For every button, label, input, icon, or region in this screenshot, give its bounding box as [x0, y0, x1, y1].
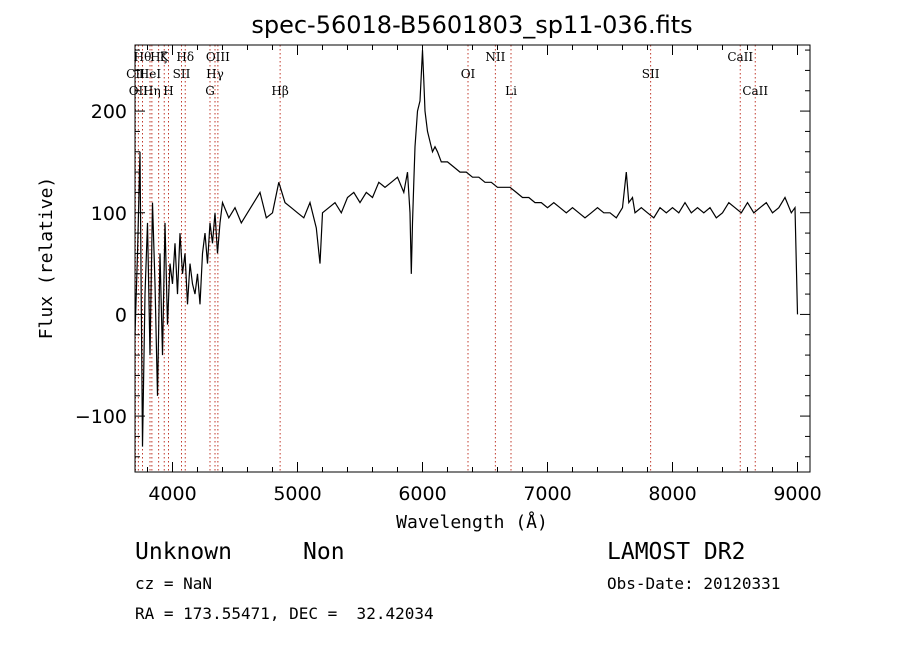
- x-tick-label: 5000: [273, 483, 321, 505]
- axis-ticks: [135, 45, 810, 472]
- redshift-cz: cz = NaN: [135, 574, 213, 593]
- spectral-line-label: HeI: [139, 67, 162, 81]
- spectral-line-label: OI: [461, 67, 476, 81]
- spectral-line-label: NII: [485, 50, 505, 64]
- object-class: Unknown: [135, 539, 232, 565]
- spectral-line-label: CaII: [727, 50, 753, 64]
- spectral-line-label: Hγ: [206, 67, 224, 81]
- x-tick-label: 4000: [148, 483, 196, 505]
- x-axis-label: Wavelength (Å): [396, 511, 548, 533]
- spectral-line-label: CaII: [742, 84, 768, 98]
- axis-tick-labels: 4000 5000 6000 7000 8000 9000 −100 0 100 200: [75, 101, 822, 505]
- plot-frame: [134, 44, 811, 473]
- x-tick-label: 7000: [523, 483, 571, 505]
- spectrum-series-line: [134, 50, 799, 447]
- spectral-line-label: H: [163, 84, 173, 98]
- spectral-line-label: Hθ: [134, 50, 152, 64]
- x-tick-label: 8000: [648, 483, 696, 505]
- chart-title: spec-56018-B5601803_sp11-036.fits: [251, 11, 692, 39]
- survey-name: LAMOST DR2: [607, 539, 746, 565]
- y-tick-label: −100: [75, 406, 127, 428]
- spectral-line-label: Hδ: [176, 50, 194, 64]
- observation-date: Obs-Date: 20120331: [607, 574, 781, 593]
- object-subclass: Non: [303, 539, 345, 565]
- spectral-line-label: SII: [642, 67, 660, 81]
- spectral-line-label: G: [205, 84, 215, 98]
- y-tick-label: 100: [91, 203, 127, 225]
- spectral-line-label: Li: [505, 84, 517, 98]
- y-axis-label: Flux (relative): [36, 177, 57, 340]
- x-tick-label: 6000: [398, 483, 446, 505]
- spectral-line-labels: CIIOIIHθHeIHηHζKHSIIHδGHγOIIIHβOINIILiSI…: [126, 50, 768, 98]
- spectral-line-label: K: [160, 50, 170, 64]
- spectral-line-label: SII: [173, 67, 191, 81]
- spectral-line-label: Hζ: [150, 50, 167, 64]
- spectral-line-label: CII: [126, 67, 145, 81]
- spectral-line-label: Hη: [143, 84, 161, 98]
- spectral-line-label: Hβ: [271, 84, 288, 98]
- y-tick-label: 0: [115, 304, 127, 326]
- coordinates: RA = 173.55471, DEC = 32.42034: [135, 604, 434, 623]
- y-tick-label: 200: [91, 101, 127, 123]
- spectral-line-markers: [135, 45, 756, 472]
- spectral-line-label: OIII: [206, 50, 230, 64]
- x-tick-label: 9000: [773, 483, 821, 505]
